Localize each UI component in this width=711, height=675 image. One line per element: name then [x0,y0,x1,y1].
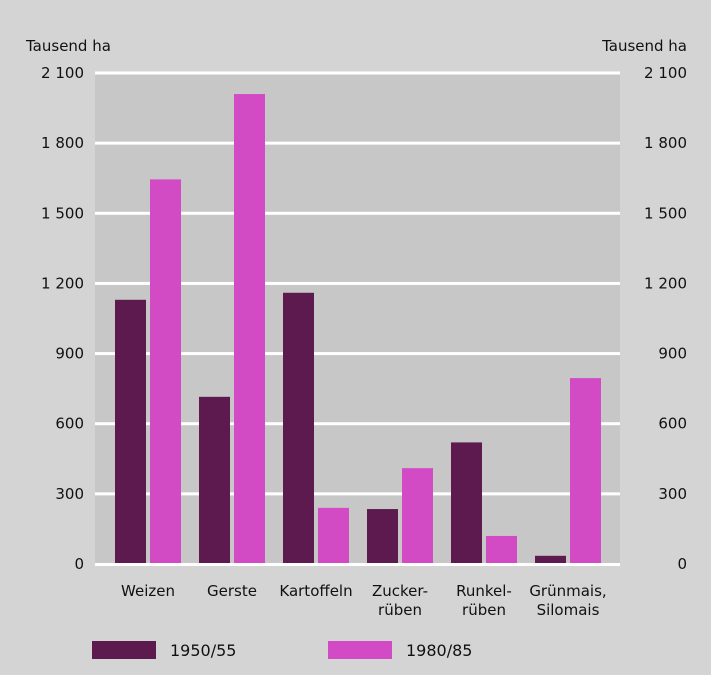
y-tick-label-right: 1 800 [644,134,687,152]
bar-1980-85 [486,535,517,564]
x-tick-label: Runkel- [456,582,512,600]
y-tick-label-left: 900 [55,345,84,363]
y-tick-label-left: 1 800 [41,134,84,152]
x-tick-label: Kartoffeln [279,582,352,600]
bar-1950-55 [451,442,482,564]
bar-1950-55 [367,509,398,564]
gridline [95,71,620,75]
y-ticks-left: 0 300 600 900 1 200 1 500 1 800 2 100 [41,64,84,573]
legend-label: 1950/55 [170,641,236,660]
x-tick-label: Grünmais, [529,582,606,600]
y-tick-label-right: 600 [658,415,687,433]
y-tick-label-right: 0 [677,555,687,573]
y-unit-left: Tausend ha [25,37,111,55]
legend-swatch [328,641,392,659]
legend-swatch [92,641,156,659]
y-unit-right: Tausend ha [601,37,687,55]
bar-1950-55 [283,292,314,564]
bar-1980-85 [234,94,265,565]
x-tick-label: Silomais [537,601,600,619]
gridline [95,492,620,496]
bar-1980-85 [402,468,433,564]
gridline [95,281,620,285]
gridlines [95,71,620,496]
y-tick-label-right: 1 500 [644,204,687,222]
bars [115,94,601,565]
x-axis-line [95,563,620,566]
bar-1980-85 [150,179,181,564]
y-tick-label-right: 300 [658,485,687,503]
x-tick-label: Weizen [121,582,175,600]
legend-label: 1980/85 [406,641,472,660]
y-ticks-right: 0 300 600 900 1 200 1 500 1 800 2 100 [644,64,687,573]
y-tick-label-right: 1 200 [644,274,687,292]
x-tick-label: Gerste [207,582,257,600]
y-tick-label-right: 900 [658,345,687,363]
x-tick-label: rüben [378,601,422,619]
y-tick-label-left: 2 100 [41,64,84,82]
gridline [95,141,620,145]
bar-1980-85 [318,507,349,564]
y-tick-label-left: 600 [55,415,84,433]
y-tick-label-left: 0 [74,555,84,573]
y-tick-label-left: 1 500 [41,204,84,222]
legend: 1950/55 1980/85 [92,641,472,660]
y-tick-label-left: 1 200 [41,274,84,292]
x-tick-labels: Weizen Gerste Kartoffeln Zucker-rübenRunkel… [121,582,607,619]
gridline [95,352,620,356]
y-tick-label-left: 300 [55,485,84,503]
bar-1950-55 [199,396,230,564]
bar-1950-55 [535,555,566,564]
gridline [95,422,620,426]
plot-area [95,73,620,565]
x-tick-label: rüben [462,601,506,619]
gridline [95,211,620,215]
bar-1980-85 [570,378,601,564]
x-tick-label: Zucker- [372,582,428,600]
bar-1950-55 [115,299,146,564]
y-tick-label-right: 2 100 [644,64,687,82]
